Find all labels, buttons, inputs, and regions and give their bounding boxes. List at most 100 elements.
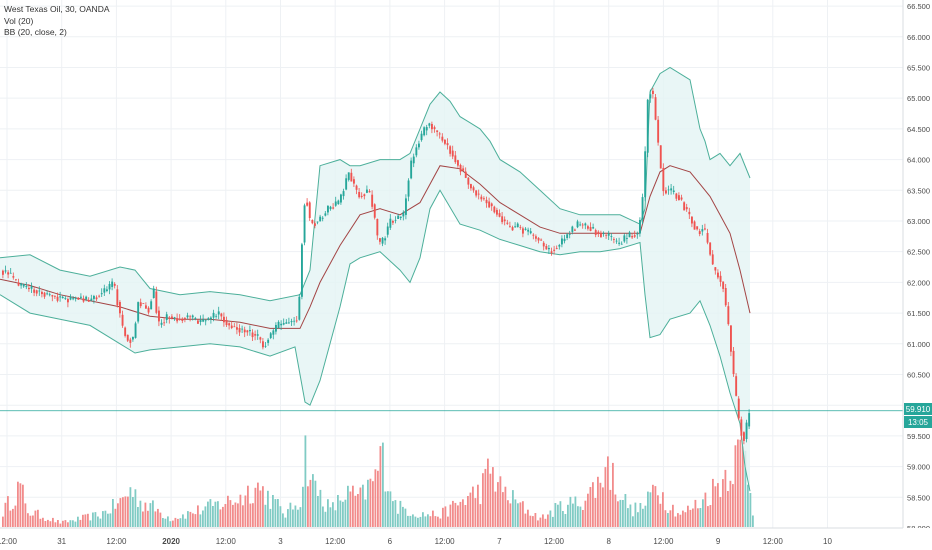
candle-body [631, 236, 634, 238]
candle-body [199, 320, 202, 322]
volume-bar [287, 509, 289, 527]
volume-bar [222, 506, 224, 527]
volume-bar [137, 507, 139, 527]
candle-body [225, 320, 228, 326]
candle-body [652, 90, 654, 94]
legend-volume-indicator[interactable]: Vol (20) [4, 15, 34, 26]
volume-bar [179, 518, 182, 527]
volume-bar [207, 501, 209, 527]
volume-bar [24, 503, 27, 527]
volume-bar [527, 509, 529, 527]
volume-bar [679, 514, 682, 527]
volume-bar [594, 498, 597, 527]
candle-body [316, 221, 319, 223]
volume-bar [419, 516, 422, 527]
candle-body [355, 185, 358, 190]
candle-body [228, 323, 231, 326]
chart-legend: West Texas Oil, 30, OANDA Vol (20) BB (2… [4, 4, 110, 39]
candle-body [589, 227, 592, 231]
candle-body [43, 292, 46, 297]
volume-bar [682, 510, 684, 527]
candle-body [446, 143, 449, 146]
candle-body [368, 191, 371, 193]
chart-title: West Texas Oil, 30, OANDA [4, 4, 110, 14]
candle-body [207, 318, 210, 320]
price-axis[interactable]: 66.500 66.000 65.500 65.000 64.500 64.000 63.5… [902, 0, 932, 536]
volume-bar [127, 496, 129, 527]
candle-body [475, 190, 478, 196]
candle-body [282, 323, 285, 325]
volume-bar [549, 510, 552, 527]
candle-body [485, 199, 488, 204]
volume-bar [217, 501, 219, 527]
candle-body [501, 216, 504, 223]
volume-bar [612, 462, 614, 527]
candle-body [605, 234, 608, 236]
volume-bar [652, 484, 654, 527]
volume-bar [514, 499, 517, 527]
volume-bar [429, 516, 432, 527]
candle-body [360, 195, 363, 197]
candle-body [613, 239, 615, 240]
volume-bar [704, 492, 707, 527]
volume-bar [102, 511, 104, 527]
candle-body [64, 298, 67, 299]
candle-body [314, 223, 316, 226]
candle-body [72, 298, 75, 300]
candle-body [98, 295, 101, 297]
candle-body [654, 97, 657, 120]
candle-body [743, 432, 745, 441]
volume-bar [114, 508, 117, 527]
candle-body [93, 296, 95, 299]
volume-bar [54, 522, 57, 527]
time-tick-label: 12:00 [544, 537, 565, 546]
price-tick-label: 62.500 [907, 248, 930, 257]
volume-bar [77, 516, 79, 527]
candle-body [337, 200, 340, 205]
volume-bar [559, 501, 562, 527]
volume-bar [554, 503, 557, 527]
volume-bar [129, 487, 132, 527]
candle-body [397, 215, 400, 219]
volume-bar [592, 482, 594, 527]
candle-body [722, 281, 725, 289]
candle-body [480, 196, 483, 200]
legend-bollinger-indicator[interactable]: BB (20, close, 2) [4, 27, 67, 37]
volume-bar [522, 501, 524, 527]
time-tick-label: 3 [278, 537, 283, 546]
candle-body [77, 298, 80, 300]
candle-body [366, 189, 368, 193]
price-tick-label: 65.000 [907, 94, 930, 103]
candle-body [623, 235, 626, 242]
candle-body [106, 289, 108, 291]
candle-body [472, 187, 475, 191]
candle-body [680, 197, 683, 200]
volume-bar [124, 496, 127, 527]
current-price-badge [904, 403, 932, 415]
volume-bar [619, 499, 622, 527]
candle-body [220, 313, 223, 317]
price-tick-label: 61.500 [907, 309, 930, 318]
volume-bar [509, 503, 512, 527]
volume-bar [232, 504, 234, 527]
volume-bar [752, 515, 754, 527]
candle-body [646, 99, 649, 153]
candle-body [20, 283, 23, 286]
candle-body [561, 238, 563, 245]
candle-body [704, 228, 706, 230]
candle-body [610, 236, 613, 237]
candle-body [740, 419, 743, 436]
volume-bar [169, 521, 172, 527]
volume-bar [57, 520, 59, 527]
candle-body [462, 168, 465, 171]
time-axis[interactable]: 12:00 31 12:00 2020 12:00 3 12:00 6 12:00 7 12:00 8… [0, 527, 932, 550]
candle-body [594, 230, 597, 235]
volume-bar [369, 478, 372, 527]
time-tick-label: 12:00 [435, 537, 456, 546]
candle-body [693, 221, 696, 230]
volume-bar [142, 511, 144, 527]
volume-bar [517, 503, 519, 527]
candle-body [121, 314, 124, 326]
price-tick-label: 66.000 [907, 33, 930, 42]
